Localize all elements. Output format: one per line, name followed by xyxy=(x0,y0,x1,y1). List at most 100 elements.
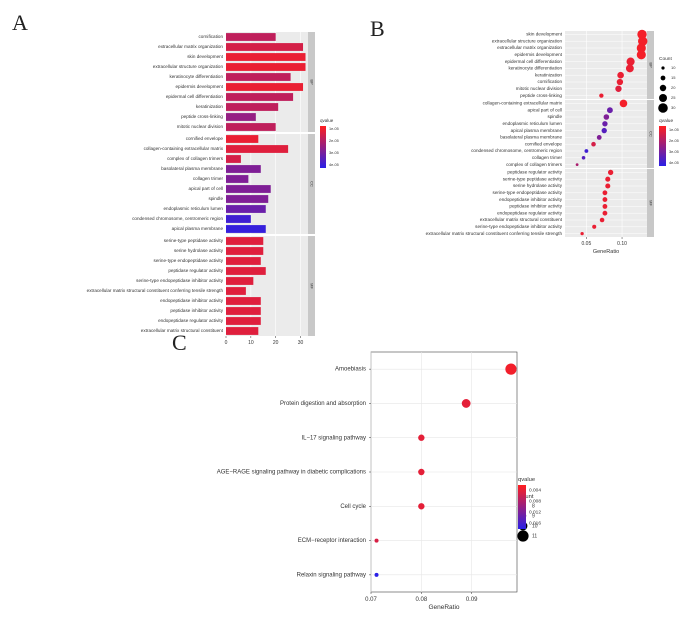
category-label: cornified envelope xyxy=(186,136,224,141)
bar xyxy=(226,257,261,265)
facet-strip-label: MF xyxy=(648,200,653,206)
dot xyxy=(636,50,646,60)
category-label: extracellular matrix structural constitu… xyxy=(480,217,563,222)
facet-panel-bp xyxy=(565,31,647,99)
legend-label: 11 xyxy=(532,533,537,539)
legend-label: 4e-05 xyxy=(669,161,679,165)
bar xyxy=(226,175,249,183)
legend-label: 2e-05 xyxy=(669,139,679,143)
legend-label: 1e-05 xyxy=(669,128,679,132)
category-label: epidermis development xyxy=(515,52,563,57)
x-tick-label: 0.08 xyxy=(416,597,428,603)
legend-colorbar xyxy=(659,126,666,166)
category-label: complex of collagen trimers xyxy=(167,156,224,161)
dot xyxy=(584,149,589,153)
legend-size-dot xyxy=(659,94,667,102)
facet-strip-label: MF xyxy=(309,283,314,289)
bar xyxy=(226,123,276,131)
legend-size-dot xyxy=(659,84,667,92)
legend-label: 9 xyxy=(532,513,535,519)
legend-label: 2e-05 xyxy=(329,139,339,143)
dot xyxy=(602,190,608,196)
category-label: serine-type endopeptidase activity xyxy=(154,258,224,263)
pathway-label: ECM−receptor interaction xyxy=(298,538,366,544)
chart-a-go-barplot: BP cornification extracellular matrix orga… xyxy=(87,32,339,346)
legend-size-dot xyxy=(658,103,668,113)
dot xyxy=(605,176,611,182)
category-label: condensed chromosome, centromeric region xyxy=(132,216,223,221)
x-tick-label: 0.09 xyxy=(466,597,478,603)
category-label: skin development xyxy=(187,54,223,59)
facet-strip-bp xyxy=(308,32,315,132)
legend-color-title: qvalue xyxy=(518,477,535,483)
category-label: condensed chromosome, centromeric region xyxy=(471,148,562,153)
dot xyxy=(601,127,607,134)
dot xyxy=(418,503,425,510)
legend-label: 25 xyxy=(671,95,676,100)
dot xyxy=(602,121,608,127)
bar xyxy=(226,215,251,223)
panel-label-c: C xyxy=(172,330,187,355)
bar xyxy=(226,287,246,295)
pathway-label: Cell cycle xyxy=(340,504,366,510)
bar xyxy=(226,113,256,121)
dot xyxy=(592,224,597,229)
category-label: collagen trimer xyxy=(193,176,224,181)
category-label: epidermal cell differentiation xyxy=(166,94,224,99)
legend-colorbar xyxy=(518,485,526,529)
bar xyxy=(226,93,294,101)
category-label: skin development xyxy=(526,32,562,37)
category-label: epidermal cell differentiation xyxy=(505,59,563,64)
category-label: apical plasma membrane xyxy=(172,226,224,231)
bar xyxy=(226,297,261,305)
pathway-label: Relaxin signaling pathway xyxy=(297,572,366,578)
x-tick-label: 10 xyxy=(248,340,254,346)
legend-label: 0.008 xyxy=(529,498,541,504)
category-label: cornified envelope xyxy=(525,141,563,146)
legend-label: 0.016 xyxy=(529,520,541,526)
category-label: spindle xyxy=(547,114,562,119)
dot xyxy=(599,217,605,223)
category-label: peptidase inhibitor activity xyxy=(509,204,562,209)
dot xyxy=(418,468,425,476)
bar xyxy=(226,317,261,325)
dot xyxy=(625,64,634,73)
dot xyxy=(636,43,646,53)
dot xyxy=(603,114,610,120)
x-axis-title: GeneRatio xyxy=(428,604,459,611)
bar xyxy=(226,73,291,81)
legend-label: 20 xyxy=(671,85,676,90)
category-label: extracellular structure organization xyxy=(492,38,563,43)
bar xyxy=(226,135,259,143)
legend-size-dot xyxy=(517,530,529,542)
category-label: mitotic nuclear division xyxy=(177,124,224,129)
x-tick-label: 0 xyxy=(225,340,228,346)
dot xyxy=(616,78,624,86)
bar xyxy=(226,205,266,213)
dot xyxy=(505,363,517,375)
x-tick-label: 30 xyxy=(298,340,304,346)
facet-strip-bp xyxy=(647,31,654,99)
category-label: collagen-containing extracellular matrix xyxy=(144,146,224,151)
facet-strip-label: CC xyxy=(309,181,314,187)
category-label: keratinization xyxy=(535,72,563,77)
category-label: complex of collagen trimers xyxy=(506,162,563,167)
dot xyxy=(602,197,608,203)
legend-label: 0.012 xyxy=(529,509,541,515)
category-label: extracellular matrix organization xyxy=(497,45,562,50)
facet-strip-cc xyxy=(308,134,315,234)
bar xyxy=(226,225,266,233)
legend-label: 15 xyxy=(671,75,676,80)
pathway-label: AGE−RAGE signaling pathway in diabetic c… xyxy=(217,470,366,476)
category-label: extracellular structure organization xyxy=(153,64,224,69)
category-label: mitotic nuclear division xyxy=(516,86,563,91)
facet-strip-label: BP xyxy=(648,62,653,68)
legend-title: qvalue xyxy=(320,118,334,123)
bar xyxy=(226,165,261,173)
category-label: endopeptidase inhibitor activity xyxy=(160,298,224,303)
bar xyxy=(226,277,254,285)
category-label: peptidase regulator activity xyxy=(168,268,223,273)
chart-c-kegg-dotplot: Amoebiasis Protein digestion and absorpti… xyxy=(217,351,541,611)
bar xyxy=(226,155,241,163)
